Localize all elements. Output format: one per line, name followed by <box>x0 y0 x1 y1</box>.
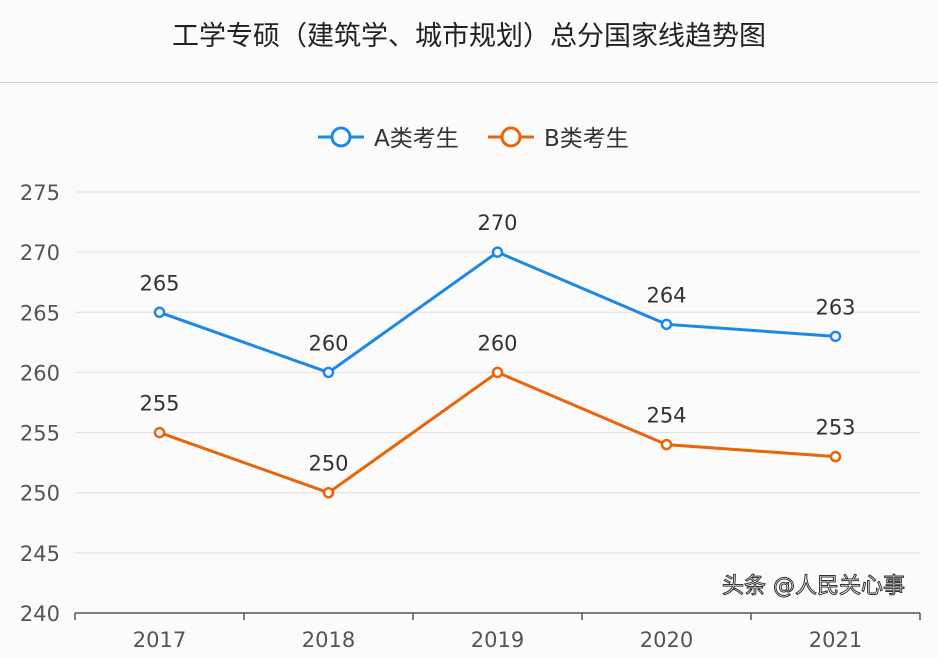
data-point <box>829 330 842 343</box>
y-tick-label: 265 <box>20 301 60 325</box>
data-label: 260 <box>477 331 517 355</box>
y-tick-label: 245 <box>20 542 60 566</box>
legend-marker <box>500 126 522 148</box>
y-tick-label: 255 <box>20 422 60 446</box>
data-point <box>660 438 673 451</box>
x-tick-label: 2018 <box>302 628 355 652</box>
data-label: 264 <box>646 283 686 307</box>
data-point <box>322 366 335 379</box>
legend-label: B类考生 <box>544 126 629 152</box>
chart-title: 工学专硕（建筑学、城市规划）总分国家线趋势图 <box>172 21 766 52</box>
data-label: 270 <box>477 211 517 235</box>
x-tick-label: 2019 <box>471 628 524 652</box>
y-tick-label: 250 <box>20 482 60 506</box>
data-point <box>491 366 504 379</box>
data-label: 255 <box>139 392 179 416</box>
watermark: 头条 @人民关心事 <box>722 574 906 600</box>
y-tick-label: 270 <box>20 241 60 265</box>
title-divider <box>0 82 938 83</box>
x-tick-label: 2021 <box>809 628 862 652</box>
data-point <box>491 246 504 258</box>
legend-label: A类考生 <box>374 126 459 152</box>
data-point <box>829 450 842 463</box>
data-label: 250 <box>308 452 348 476</box>
data-label: 254 <box>646 404 686 428</box>
data-point <box>322 486 335 499</box>
legend-marker <box>330 126 352 148</box>
x-tick-label: 2020 <box>640 628 693 652</box>
data-label: 263 <box>815 295 855 319</box>
y-tick-label: 275 <box>20 181 60 205</box>
data-label: 253 <box>815 416 855 440</box>
x-tick-label: 2017 <box>133 628 186 652</box>
data-point <box>660 318 673 331</box>
data-point <box>153 426 166 439</box>
y-tick-label: 260 <box>20 361 60 385</box>
data-label: 260 <box>308 331 348 355</box>
y-tick-label: 240 <box>20 602 60 626</box>
data-label: 265 <box>139 271 179 295</box>
data-point <box>153 306 166 319</box>
